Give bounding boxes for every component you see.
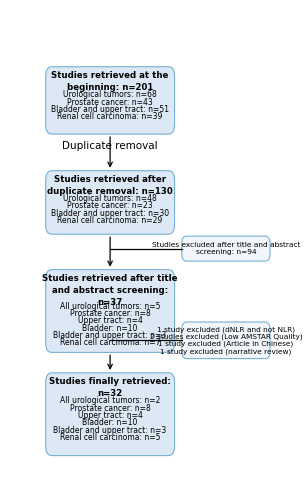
FancyBboxPatch shape — [46, 373, 175, 456]
Text: Urological tumors: n=48: Urological tumors: n=48 — [63, 194, 157, 203]
Text: Studies retrieved at the
beginning: n=201: Studies retrieved at the beginning: n=20… — [51, 72, 169, 92]
Text: Renal cell carcinoma: n=5: Renal cell carcinoma: n=5 — [60, 433, 160, 442]
Text: Studies excluded after title and abstract: Studies excluded after title and abstrac… — [152, 242, 300, 248]
Text: screening: n=94: screening: n=94 — [196, 250, 256, 256]
Text: Urological tumors: n=68: Urological tumors: n=68 — [63, 90, 157, 99]
Text: Bladder: n=10: Bladder: n=10 — [83, 324, 138, 332]
Text: Studies retrieved after title
and abstract screening:
n=37: Studies retrieved after title and abstra… — [43, 274, 178, 307]
Text: Prostate cancer: n=23: Prostate cancer: n=23 — [67, 202, 153, 210]
Text: All urological tumors: n=5: All urological tumors: n=5 — [60, 302, 160, 310]
Text: 1 study excluded (narrative review): 1 study excluded (narrative review) — [160, 348, 292, 354]
FancyBboxPatch shape — [182, 236, 270, 261]
Text: Bladder: n=10: Bladder: n=10 — [83, 418, 138, 427]
Text: Prostate cancer: n=8: Prostate cancer: n=8 — [70, 404, 151, 412]
Text: Renal cell carcinoma: n=7: Renal cell carcinoma: n=7 — [60, 338, 160, 347]
Text: Bladder and upper tract: n=3: Bladder and upper tract: n=3 — [54, 426, 167, 434]
Text: Bladder and upper tract: n=30: Bladder and upper tract: n=30 — [51, 209, 169, 218]
Text: Renal cell carcinoma: n=29: Renal cell carcinoma: n=29 — [58, 216, 163, 225]
Text: 1 study excluded (dNLR and not NLR): 1 study excluded (dNLR and not NLR) — [157, 326, 295, 332]
Text: Bladder and upper tract: n=51: Bladder and upper tract: n=51 — [51, 105, 169, 114]
FancyBboxPatch shape — [46, 270, 175, 352]
Text: Prostate cancer: n=43: Prostate cancer: n=43 — [67, 98, 153, 106]
Text: Bladder and upper tract: n=3: Bladder and upper tract: n=3 — [54, 331, 167, 340]
FancyBboxPatch shape — [46, 66, 175, 134]
Text: All urological tumors: n=2: All urological tumors: n=2 — [60, 396, 160, 406]
Text: 1 study excluded (Article in Chinese): 1 study excluded (Article in Chinese) — [158, 340, 294, 347]
Text: Upper tract: n=4: Upper tract: n=4 — [78, 316, 143, 325]
Text: Upper tract: n=4: Upper tract: n=4 — [78, 411, 143, 420]
Text: Studies finally retrieved:
n=32: Studies finally retrieved: n=32 — [49, 378, 171, 398]
Text: 2 studies excluded (Low AMSTAR Quality): 2 studies excluded (Low AMSTAR Quality) — [149, 334, 302, 340]
Text: Prostate cancer: n=8: Prostate cancer: n=8 — [70, 309, 151, 318]
FancyBboxPatch shape — [182, 322, 270, 358]
Text: Studies retrieved after
duplicate removal: n=130: Studies retrieved after duplicate remova… — [47, 176, 173, 196]
Text: Renal cell carcinoma: n=39: Renal cell carcinoma: n=39 — [57, 112, 163, 121]
FancyBboxPatch shape — [46, 170, 175, 234]
Text: Duplicate removal: Duplicate removal — [62, 141, 158, 151]
